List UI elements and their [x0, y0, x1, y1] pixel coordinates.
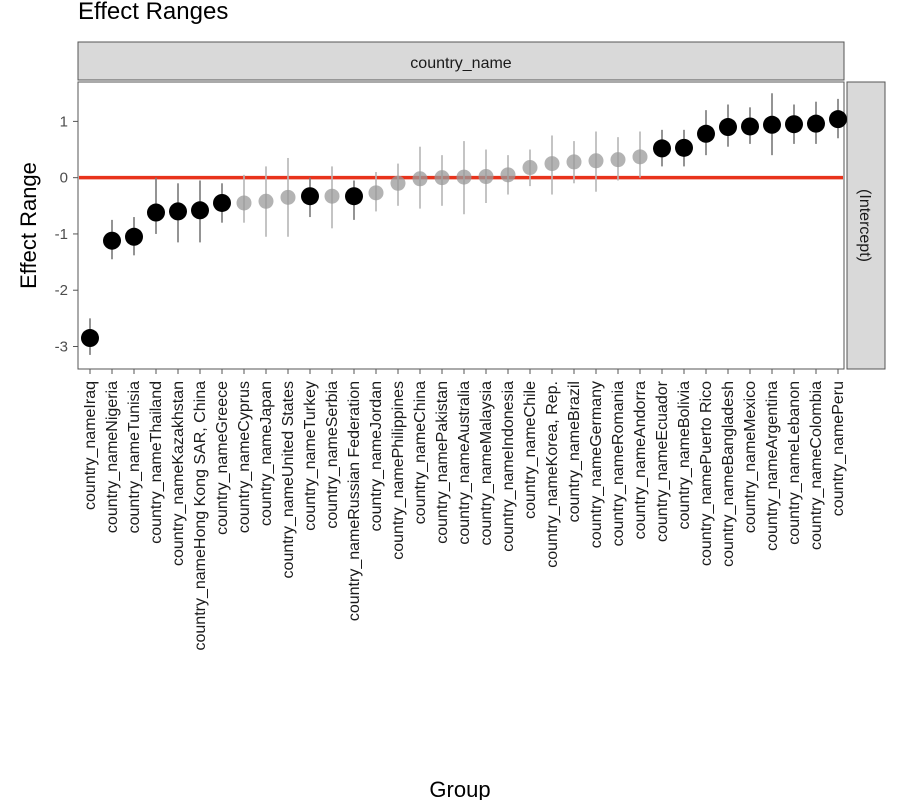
chart-title: Effect Ranges — [78, 0, 228, 25]
x-tick-label: country_nameHong Kong SAR, China — [192, 381, 209, 651]
facet-row-strip — [846, 81, 886, 370]
y-tick-label: -3 — [55, 338, 68, 355]
effect-point — [807, 114, 825, 133]
x-tick-label: country_nameSerbia — [324, 381, 341, 529]
effect-point — [301, 187, 319, 206]
effect-point — [785, 115, 803, 134]
x-tick-label: country_nameThailand — [148, 381, 165, 544]
x-tick-label: country_namePeru — [830, 381, 847, 516]
x-tick-label: country_nameUnited States — [280, 381, 297, 578]
x-tick-label: country_nameIraq — [82, 381, 99, 510]
x-tick-label: country_namePakistan — [434, 381, 451, 544]
effect-point — [566, 154, 582, 170]
effect-point — [103, 231, 121, 250]
effect-point — [368, 185, 384, 201]
effect-point — [258, 193, 274, 209]
x-tick-label: country_nameNigeria — [104, 381, 121, 533]
x-tick-label: country_nameAndorra — [632, 381, 649, 539]
y-axis-label: Effect Range — [16, 162, 41, 289]
effect-point — [588, 153, 604, 169]
facet-column-strip — [77, 41, 845, 81]
y-tick-label: -1 — [55, 226, 68, 243]
x-tick-label: country_namePhilippines — [390, 381, 407, 560]
effect-point — [763, 115, 781, 134]
x-tick-label: country_namePuerto Rico — [698, 381, 715, 566]
x-tick-label: country_nameAustralia — [456, 381, 473, 545]
x-tick-label: country_nameArgentina — [764, 381, 781, 551]
x-tick-label: country_nameChina — [412, 381, 429, 524]
x-tick-label: country_nameBrazil — [566, 381, 583, 522]
effect-point — [632, 149, 648, 165]
effect-point — [829, 110, 847, 129]
x-tick-label: country_nameIndonesia — [500, 381, 517, 552]
effect-point — [236, 195, 252, 211]
x-axis-label: Group — [429, 777, 490, 800]
x-tick-label: country_nameRomania — [610, 381, 627, 547]
effect-point — [191, 201, 209, 220]
x-tick-label: country_nameGreece — [214, 381, 231, 535]
effect-point — [390, 175, 406, 191]
effect-point — [434, 170, 450, 186]
plot-panel — [77, 81, 845, 370]
effect-point — [345, 187, 363, 206]
y-tick-label: 1 — [60, 113, 68, 130]
x-tick-label: country_nameTurkey — [302, 381, 319, 531]
effect-point — [500, 167, 516, 183]
x-tick-label: country_nameRussian Federation — [346, 381, 363, 621]
effect-point — [653, 139, 671, 158]
effect-point — [456, 169, 472, 185]
x-tick-label: country_nameMalaysia — [478, 381, 495, 546]
x-tick-label: country_nameKorea, Rep. — [544, 381, 561, 568]
y-tick-label: 0 — [60, 170, 68, 187]
x-tick-label: country_nameEcuador — [654, 380, 671, 542]
effect-point — [697, 124, 715, 143]
x-tick-label: country_nameMexico — [742, 381, 759, 533]
effect-point — [610, 152, 626, 168]
effect-point — [522, 160, 538, 176]
x-tick-label: country_nameKazakhstan — [170, 381, 187, 566]
x-tick-label: country_nameGermany — [588, 381, 605, 548]
x-tick-label: country_nameLebanon — [786, 381, 803, 545]
x-tick-label: country_nameCyprus — [236, 381, 253, 533]
facet-column-label: country_name — [410, 55, 511, 72]
effect-point — [280, 189, 296, 205]
y-tick-label: -2 — [55, 282, 68, 299]
x-tick-label: country_nameBangladesh — [720, 381, 737, 567]
facet-row-label: (Intercept) — [856, 189, 873, 262]
effect-point — [675, 138, 693, 157]
effect-point — [324, 188, 340, 204]
x-tick-label: country_nameChile — [522, 381, 539, 519]
x-tick-label: country_nameJordan — [368, 381, 385, 531]
effect-point — [169, 202, 187, 221]
x-tick-label: country_nameBolivia — [676, 381, 693, 530]
effect-point — [81, 329, 99, 348]
effect-point — [741, 117, 759, 136]
x-axis: country_nameIraq country_nameNigeria count… — [82, 369, 847, 651]
x-tick-label: country_nameTunisia — [126, 381, 143, 533]
effect-point — [478, 169, 494, 185]
x-tick-label: country_nameJapan — [258, 381, 275, 526]
effect-point — [719, 118, 737, 137]
y-axis: 1 0 -1 -2 -3 — [55, 113, 78, 355]
effect-point — [213, 193, 231, 212]
effect-point — [544, 156, 560, 172]
effect-point — [147, 203, 165, 222]
effect-point — [125, 227, 143, 246]
x-tick-label: country_nameColombia — [808, 381, 825, 550]
chart-marks — [79, 93, 847, 355]
effect-point — [412, 171, 428, 187]
